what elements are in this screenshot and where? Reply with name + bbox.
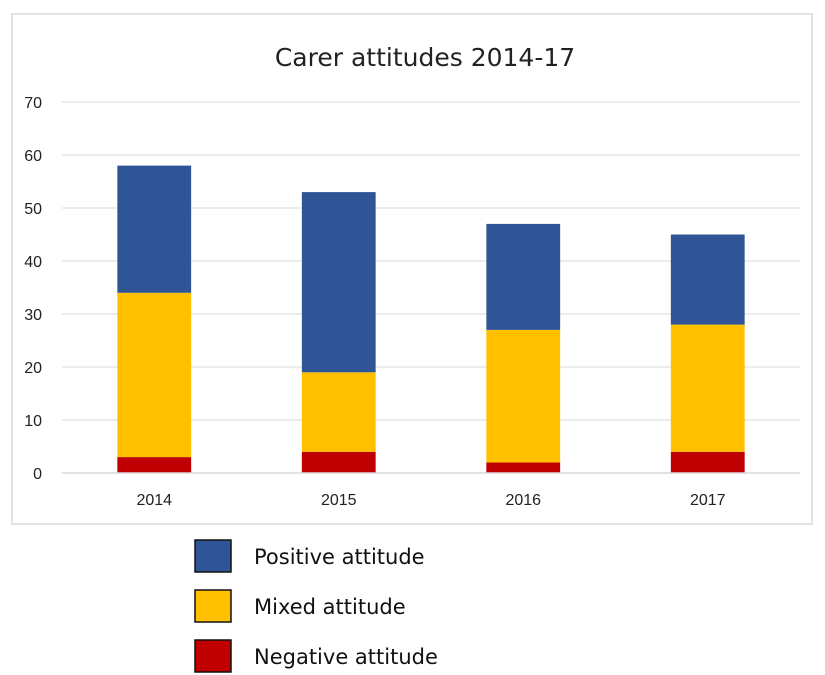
- x-tick-label: 2016: [505, 492, 541, 509]
- legend: Positive attitude Mixed attitude Negative …: [194, 539, 438, 673]
- y-axis-ticks: 0 10 20 30 40 50 60 70: [24, 95, 42, 483]
- bar-negative-attitude-2015: [301, 451, 376, 473]
- bar-positive-attitude-2014: [117, 165, 192, 293]
- legend-label-positive-attitude: Positive attitude: [254, 545, 425, 569]
- bar-positive-attitude-2016: [486, 223, 561, 330]
- legend-swatch-negative-attitude: [194, 639, 232, 673]
- bar-negative-attitude-2016: [486, 462, 561, 473]
- y-tick-label: 20: [24, 360, 42, 377]
- y-tick-label: 10: [24, 413, 42, 430]
- bar-mixed-attitude-2017: [670, 324, 745, 452]
- x-tick-label: 2014: [136, 492, 172, 509]
- bar-mixed-attitude-2015: [301, 372, 376, 452]
- bar-positive-attitude-2015: [301, 192, 376, 373]
- bar-mixed-attitude-2016: [486, 329, 561, 463]
- y-tick-label: 50: [24, 201, 42, 218]
- bar-positive-attitude-2017: [670, 234, 745, 325]
- legend-label-negative-attitude: Negative attitude: [254, 645, 438, 669]
- chart-title: Carer attitudes 2014-17: [275, 43, 575, 72]
- x-tick-label: 2015: [321, 492, 357, 509]
- bar-negative-attitude-2014: [117, 457, 192, 473]
- y-tick-label: 40: [24, 254, 42, 271]
- y-tick-label: 0: [33, 466, 42, 483]
- legend-swatch-mixed-attitude: [194, 589, 232, 623]
- y-tick-label: 60: [24, 148, 42, 165]
- bars: [117, 165, 745, 473]
- y-tick-label: 30: [24, 307, 42, 324]
- y-tick-label: 70: [24, 95, 42, 112]
- bar-mixed-attitude-2014: [117, 292, 192, 458]
- bar-negative-attitude-2017: [670, 451, 745, 473]
- x-tick-label: 2017: [690, 492, 726, 509]
- legend-label-mixed-attitude: Mixed attitude: [254, 595, 406, 619]
- legend-swatch-positive-attitude: [194, 539, 232, 573]
- x-axis-ticks: 2014 2015 2016 2017: [136, 492, 725, 509]
